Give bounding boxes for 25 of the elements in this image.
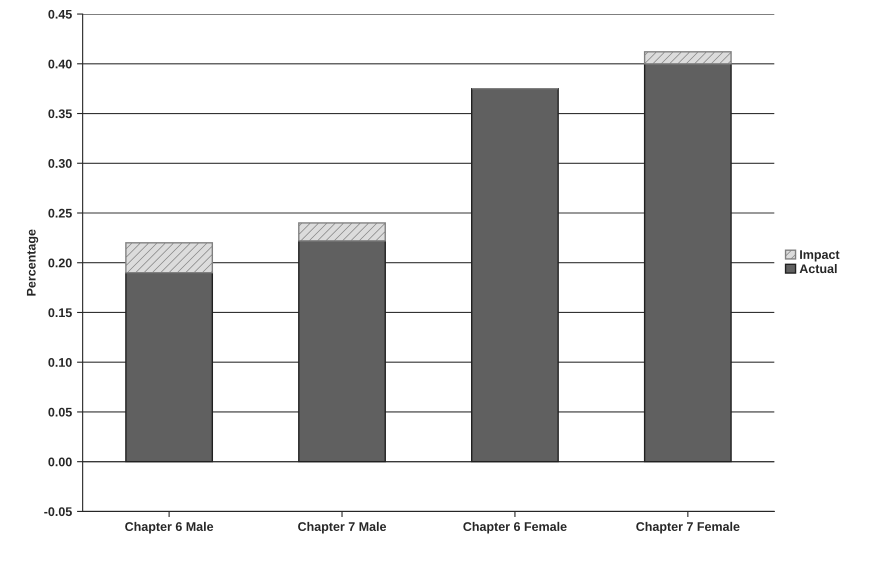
y-tick-label: 0.40 bbox=[48, 60, 72, 68]
y-tick-label: 0.20 bbox=[48, 258, 72, 268]
bar bbox=[125, 242, 214, 274]
y-tick-label: 0.10 bbox=[48, 358, 72, 367]
bar bbox=[298, 240, 386, 462]
bar bbox=[644, 63, 732, 462]
y-tick-label: 0.05 bbox=[48, 408, 72, 417]
y-tick-label: 0.15 bbox=[48, 308, 72, 318]
y-tick-label: -0.05 bbox=[44, 507, 72, 516]
legend-label: Impact bbox=[800, 250, 840, 262]
y-tick-label: 0.35 bbox=[48, 109, 72, 118]
bar bbox=[298, 222, 386, 242]
x-tick-label: Chapter 7 Male bbox=[298, 522, 386, 534]
bar bbox=[471, 88, 559, 462]
legend-label: Actual bbox=[800, 264, 837, 274]
x-tick-label: Chapter 6 Male bbox=[125, 522, 214, 534]
y-tick-label: 0.45 bbox=[48, 10, 72, 19]
y-tick-label: 0.00 bbox=[48, 457, 72, 466]
bar bbox=[644, 51, 732, 64]
x-tick-label: Chapter 7 Female bbox=[636, 522, 740, 534]
y-axis-title: Percentage bbox=[26, 229, 38, 296]
y-tick-label: 0.30 bbox=[48, 159, 72, 168]
x-tick-label: Chapter 6 Female bbox=[463, 522, 567, 534]
bar bbox=[125, 272, 214, 462]
y-tick-label: 0.25 bbox=[48, 208, 72, 218]
